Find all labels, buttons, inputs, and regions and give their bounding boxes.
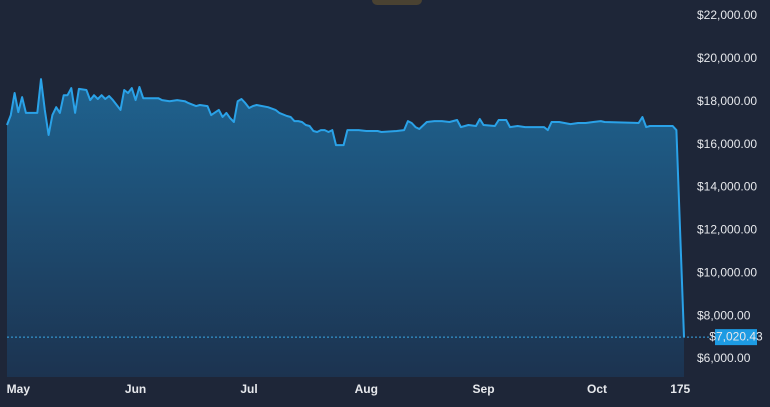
x-tick-label: May — [7, 382, 31, 396]
y-tick-label: $10,000.00 — [697, 265, 757, 279]
y-tick-label: $14,000.00 — [697, 180, 757, 194]
price-line — [6, 78, 685, 338]
x-tick-label: 175 — [670, 382, 690, 396]
y-tick-label: $20,000.00 — [697, 51, 757, 65]
top-tab[interactable] — [372, 0, 422, 5]
current-price-tag — [715, 329, 757, 346]
y-tick-label: $18,000.00 — [697, 94, 757, 108]
area-fill — [7, 79, 684, 377]
x-tick-label: Aug — [355, 382, 378, 396]
current-price-label: $7,020.43 — [709, 329, 763, 343]
x-tick-label: Sep — [473, 382, 495, 396]
y-tick-label: $6,000.00 — [697, 351, 751, 365]
y-tick-label: $22,000.00 — [697, 8, 757, 22]
y-tick-label: $12,000.00 — [697, 223, 757, 237]
y-tick-label: $8,000.00 — [697, 308, 751, 322]
x-tick-label: Oct — [587, 382, 607, 396]
x-tick-label: Jul — [240, 382, 257, 396]
x-tick-label: Jun — [125, 382, 146, 396]
y-tick-label: $16,000.00 — [697, 137, 757, 151]
